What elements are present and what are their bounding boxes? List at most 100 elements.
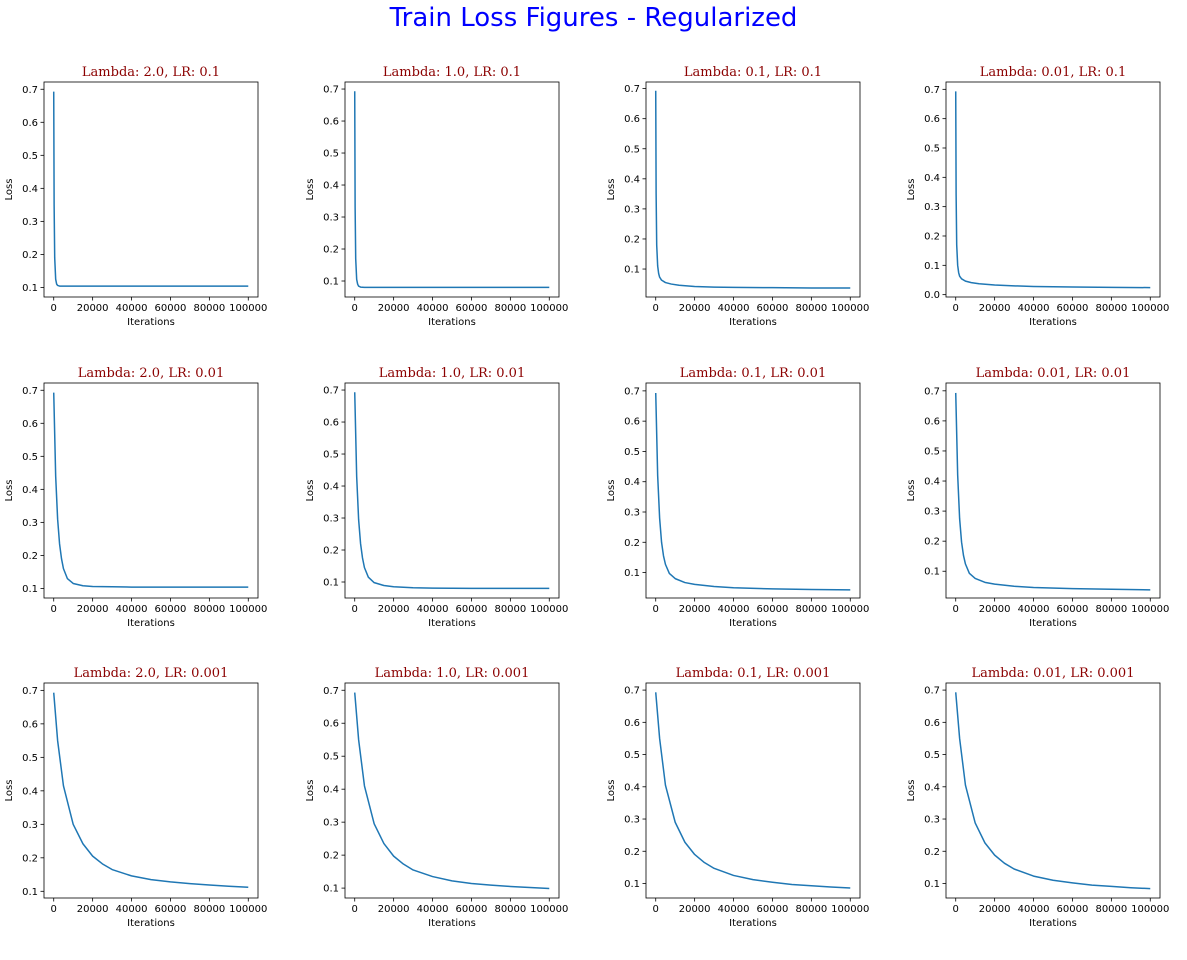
y-tick-label: 0.3 — [924, 507, 940, 518]
subplot-title: Lambda: 1.0, LR: 0.001 — [375, 666, 530, 681]
x-tick-label: 100000 — [831, 904, 869, 915]
y-tick-label: 0.2 — [624, 234, 640, 245]
x-tick-label: 40000 — [718, 303, 750, 314]
y-tick-label: 0.1 — [323, 578, 339, 589]
y-axis-label: Loss — [606, 480, 617, 502]
subplot-5: Lambda: 2.0, LR: 0.01 0 20000 40000 60000 800… — [4, 366, 267, 629]
y-tick-label: 0.5 — [323, 752, 339, 763]
x-tick-label: 100000 — [1131, 303, 1169, 314]
x-tick-label: 0 — [352, 303, 358, 314]
x-tick-label: 80000 — [494, 604, 526, 615]
y-tick-label: 0.4 — [924, 477, 940, 488]
y-tick-label: 0.2 — [22, 551, 38, 562]
y-axis-label: Loss — [606, 179, 617, 201]
x-tick-label: 40000 — [1018, 604, 1050, 615]
subplot-title: Lambda: 1.0, LR: 0.01 — [379, 366, 525, 381]
y-axis-label: Loss — [4, 780, 15, 802]
y-tick-label: 0.2 — [924, 231, 940, 242]
y-tick-label: 0.7 — [924, 386, 940, 397]
x-axis-label: Iterations — [428, 618, 476, 629]
x-tick-label: 0 — [352, 904, 358, 915]
loss-curve — [954, 392, 1151, 591]
y-tick-label: 0.5 — [624, 144, 640, 155]
x-tick-label: 60000 — [757, 303, 789, 314]
subplot-title: Lambda: 1.0, LR: 0.1 — [383, 65, 521, 80]
subplot-title: Lambda: 0.01, LR: 0.1 — [980, 65, 1126, 80]
subplot-title: Lambda: 2.0, LR: 0.001 — [74, 666, 229, 681]
subplot-8: Lambda: 0.01, LR: 0.01 0 20000 40000 60000 80… — [906, 366, 1169, 629]
y-tick-label: 0.5 — [924, 446, 940, 457]
subplot-3: Lambda: 0.1, LR: 0.1 0 20000 40000 60000 8000… — [606, 65, 869, 328]
y-axis-label: Loss — [906, 780, 917, 802]
subplot-title: Lambda: 0.01, LR: 0.001 — [972, 666, 1135, 681]
x-tick-label: 80000 — [795, 303, 827, 314]
x-tick-label: 100000 — [530, 904, 568, 915]
y-axis-label: Loss — [606, 780, 617, 802]
subplot-9: Lambda: 2.0, LR: 0.001 0 20000 40000 60000 80… — [4, 666, 267, 929]
y-tick-label: 0.0 — [924, 290, 940, 301]
axes-frame — [945, 382, 1161, 599]
y-tick-label: 0.4 — [323, 181, 339, 192]
y-tick-label: 0.4 — [924, 782, 940, 793]
y-tick-label: 0.3 — [323, 818, 339, 829]
y-tick-label: 0.1 — [624, 568, 640, 579]
x-tick-label: 80000 — [494, 303, 526, 314]
y-tick-label: 0.3 — [924, 815, 940, 826]
x-tick-label: 20000 — [979, 303, 1011, 314]
x-tick-label: 80000 — [1095, 604, 1127, 615]
loss-curve — [654, 90, 851, 289]
y-tick-label: 0.5 — [323, 450, 339, 461]
y-tick-label: 0.1 — [323, 884, 339, 895]
x-tick-label: 60000 — [155, 303, 187, 314]
y-tick-label: 0.5 — [624, 750, 640, 761]
x-axis-label: Iterations — [428, 918, 476, 929]
x-tick-label: 60000 — [1057, 604, 1089, 615]
x-tick-label: 40000 — [1018, 303, 1050, 314]
y-tick-label: 0.7 — [624, 686, 640, 697]
x-axis-label: Iterations — [1029, 317, 1077, 328]
x-tick-label: 80000 — [193, 904, 225, 915]
x-tick-label: 0 — [953, 303, 959, 314]
axes-frame — [645, 382, 861, 599]
y-tick-label: 0.7 — [924, 686, 940, 697]
y-tick-label: 0.1 — [624, 265, 640, 276]
x-tick-label: 60000 — [456, 604, 488, 615]
y-tick-label: 0.4 — [323, 785, 339, 796]
y-tick-label: 0.4 — [624, 477, 640, 488]
axes-frame — [43, 81, 259, 298]
y-tick-label: 0.6 — [924, 114, 940, 125]
x-tick-label: 20000 — [679, 303, 711, 314]
y-tick-label: 0.7 — [22, 85, 38, 96]
y-tick-label: 0.6 — [323, 117, 339, 128]
x-tick-label: 20000 — [979, 604, 1011, 615]
x-tick-label: 100000 — [229, 904, 267, 915]
y-tick-label: 0.1 — [22, 283, 38, 294]
axes-frame — [43, 682, 259, 899]
y-tick-label: 0.1 — [924, 261, 940, 272]
subplot-2: Lambda: 1.0, LR: 0.1 0 20000 40000 60000 8000… — [305, 65, 568, 328]
subplot-4: Lambda: 0.01, LR: 0.1 0 20000 40000 60000 800… — [906, 65, 1169, 328]
x-axis-label: Iterations — [127, 317, 175, 328]
y-tick-label: 0.5 — [22, 151, 38, 162]
x-tick-label: 20000 — [378, 303, 410, 314]
x-axis-label: Iterations — [428, 317, 476, 328]
y-tick-label: 0.4 — [22, 786, 38, 797]
subplot-title: Lambda: 0.01, LR: 0.01 — [976, 366, 1131, 381]
y-tick-label: 0.6 — [323, 418, 339, 429]
y-tick-label: 0.6 — [924, 718, 940, 729]
axes-frame — [344, 682, 560, 899]
x-tick-label: 40000 — [1018, 904, 1050, 915]
y-tick-label: 0.4 — [323, 482, 339, 493]
y-tick-label: 0.6 — [624, 114, 640, 125]
x-tick-label: 60000 — [456, 904, 488, 915]
x-tick-label: 100000 — [530, 303, 568, 314]
y-tick-label: 0.5 — [22, 753, 38, 764]
x-tick-label: 40000 — [116, 303, 148, 314]
y-axis-label: Loss — [305, 780, 316, 802]
y-tick-label: 0.7 — [624, 386, 640, 397]
y-tick-label: 0.3 — [924, 202, 940, 213]
axes-frame — [344, 81, 560, 298]
x-tick-label: 80000 — [494, 904, 526, 915]
axes-frame — [945, 81, 1161, 298]
